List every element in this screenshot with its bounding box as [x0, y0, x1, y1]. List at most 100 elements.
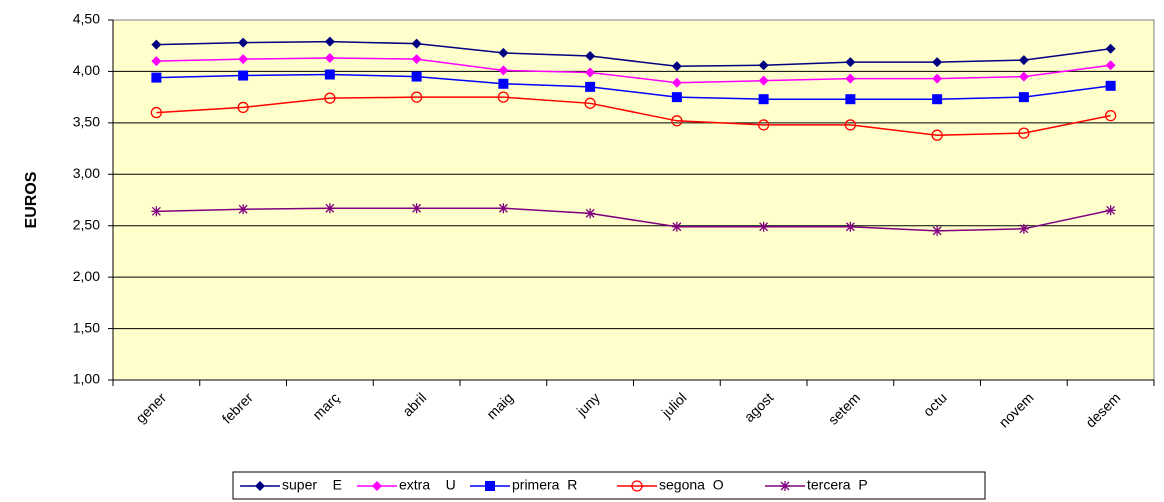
marker [151, 56, 162, 67]
marker [498, 78, 509, 89]
marker [1105, 60, 1116, 71]
marker [410, 91, 423, 103]
marker [780, 481, 790, 491]
marker [238, 70, 249, 81]
y-tick-label: 1,00 [73, 371, 100, 387]
plot-area [112, 19, 1155, 381]
marker-stroke [845, 222, 855, 232]
series-line [156, 207, 1111, 232]
marker [1104, 110, 1117, 122]
series-line [156, 73, 1111, 100]
marker-stroke [759, 222, 769, 232]
marker [1018, 127, 1030, 139]
marker [411, 38, 422, 49]
marker [1018, 92, 1029, 103]
x-tick-label: agost [741, 389, 777, 425]
marker [237, 101, 249, 114]
legend-label: tercera P [807, 477, 868, 493]
marker [845, 221, 856, 232]
series-line [156, 96, 1111, 136]
marker [324, 36, 335, 47]
marker [498, 47, 509, 58]
marker [238, 37, 249, 48]
marker [1018, 223, 1029, 234]
marker [845, 57, 856, 68]
x-tick-label: novem [996, 389, 1037, 430]
marker [584, 97, 596, 109]
x-tick-label: setem [825, 389, 863, 427]
marker-stroke [498, 203, 508, 213]
legend-label: primera R [512, 477, 577, 493]
marker-stroke [672, 222, 682, 232]
marker [671, 61, 682, 72]
x-tick-label: desem [1082, 389, 1123, 430]
y-axis-label: EUROS [23, 171, 40, 228]
x-tick-label: juny [573, 389, 603, 419]
y-tick-label: 3,00 [73, 165, 100, 181]
legend-label: extra U [399, 477, 456, 493]
marker [324, 203, 335, 214]
marker [485, 481, 495, 491]
marker [151, 206, 162, 217]
marker [758, 75, 769, 86]
marker [758, 94, 769, 105]
x-tick-label: gener [132, 389, 169, 426]
marker [324, 69, 335, 80]
x-tick-label: març [309, 389, 342, 422]
marker [845, 94, 856, 105]
x-tick-label: juliol [658, 389, 690, 421]
y-tick-label: 3,50 [73, 114, 100, 130]
marker [411, 203, 422, 214]
marker-stroke [325, 203, 335, 213]
marker [845, 73, 856, 84]
y-tick-label: 4,50 [73, 11, 100, 27]
marker [671, 77, 682, 88]
marker [497, 91, 510, 103]
marker [151, 72, 162, 83]
marker [758, 221, 769, 232]
y-tick-label: 2,50 [73, 216, 100, 232]
marker [671, 115, 683, 127]
marker [671, 92, 682, 103]
y-tick-label: 2,00 [73, 268, 100, 284]
marker [324, 92, 336, 104]
legend-label: segona O [659, 477, 724, 493]
x-tick-label: maig [483, 389, 516, 422]
series-line [156, 57, 1111, 84]
marker [1018, 71, 1029, 82]
marker-stroke [151, 206, 161, 216]
marker [498, 65, 509, 76]
marker [498, 203, 509, 214]
marker [411, 71, 422, 82]
y-tick-label: 4,00 [73, 62, 100, 78]
x-tick-label: octu [920, 389, 950, 419]
x-tick-label: abril [399, 389, 429, 419]
legend-box [232, 471, 986, 500]
marker [238, 54, 249, 65]
marker [932, 94, 943, 105]
marker-stroke [412, 203, 422, 213]
marker [932, 57, 943, 68]
marker [758, 60, 769, 71]
marker [411, 54, 422, 65]
marker-stroke [780, 481, 790, 491]
marker-stroke [585, 208, 595, 218]
marker [150, 106, 163, 119]
marker [585, 67, 596, 78]
marker-stroke [1106, 205, 1116, 215]
marker [932, 73, 943, 84]
marker [1105, 205, 1116, 216]
x-tick-label: febrer [219, 389, 256, 426]
marker [324, 53, 335, 64]
marker [1018, 55, 1029, 66]
marker [255, 481, 265, 491]
marker [585, 208, 596, 219]
marker [372, 481, 382, 491]
marker-stroke [238, 204, 248, 214]
marker [757, 119, 770, 131]
marker [585, 51, 596, 61]
marker-stroke [1019, 224, 1029, 234]
y-tick-label: 1,50 [73, 319, 100, 335]
marker [932, 225, 943, 236]
marker [1105, 80, 1116, 91]
